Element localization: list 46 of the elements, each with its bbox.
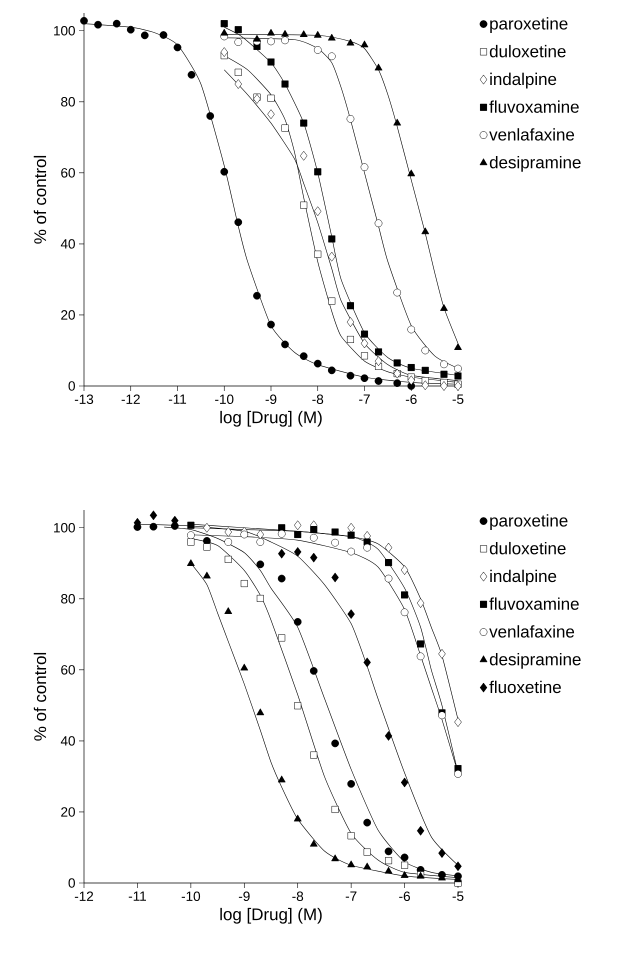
- y-tick-label: 0: [68, 878, 75, 888]
- y-tick-label: 80: [61, 97, 75, 107]
- y-tick-label: 0: [68, 381, 75, 391]
- legend-label: venlafaxine: [489, 128, 574, 141]
- x-tick-label: -13: [74, 394, 94, 404]
- x-tick-label: -9: [266, 394, 276, 404]
- y-tick-label: 60: [61, 665, 75, 675]
- x-tick-label: -5: [452, 892, 464, 901]
- x-axis-title: log [Drug] (M): [220, 410, 322, 427]
- y-tick-label: 100: [54, 522, 75, 533]
- y-tick-label: 40: [60, 239, 75, 249]
- y-tick-label: 60: [61, 168, 75, 178]
- y-tick-label: 20: [61, 807, 75, 817]
- legend-label: indalpine: [490, 570, 556, 586]
- legend-label: indalpine: [490, 72, 556, 88]
- x-tick-label: -7: [346, 892, 356, 901]
- y-axis-title: % of control: [34, 652, 46, 741]
- x-tick-label: -12: [122, 394, 140, 404]
- legend-label: fluvoxamine: [489, 597, 579, 610]
- x-tick-label: -10: [215, 394, 234, 404]
- x-tick-label: -6: [406, 394, 417, 404]
- y-axis-title: % of control: [34, 156, 46, 244]
- x-tick-label: -12: [74, 892, 94, 901]
- x-tick-label: -6: [399, 892, 410, 902]
- legend-label: venlafaxine: [489, 625, 574, 638]
- x-tick-label: -9: [238, 892, 250, 902]
- legend-label: paroxetine: [490, 514, 568, 530]
- y-tick-label: 100: [54, 26, 75, 36]
- legend-label: fluoxetine: [489, 680, 561, 694]
- x-tick-label: -8: [292, 892, 304, 902]
- legend-label: fluvoxamine: [489, 100, 579, 113]
- x-tick-label: -11: [168, 394, 186, 404]
- y-tick-label: 80: [61, 594, 75, 604]
- legend-label: duloxetine: [490, 542, 566, 554]
- legend-label: desipramine: [490, 156, 581, 172]
- y-tick-label: 40: [60, 736, 75, 746]
- x-tick-label: -5: [452, 394, 464, 404]
- legend-label: paroxetine: [490, 17, 568, 33]
- x-tick-label: -7: [359, 394, 370, 404]
- x-tick-label: -10: [182, 892, 200, 902]
- legend-label: desipramine: [490, 652, 581, 669]
- x-tick-label: -8: [312, 394, 324, 404]
- y-tick-label: 20: [61, 310, 75, 320]
- x-axis-title: log [Drug] (M): [220, 908, 322, 924]
- x-tick-label: -11: [128, 892, 146, 901]
- legend-label: duloxetine: [490, 44, 566, 58]
